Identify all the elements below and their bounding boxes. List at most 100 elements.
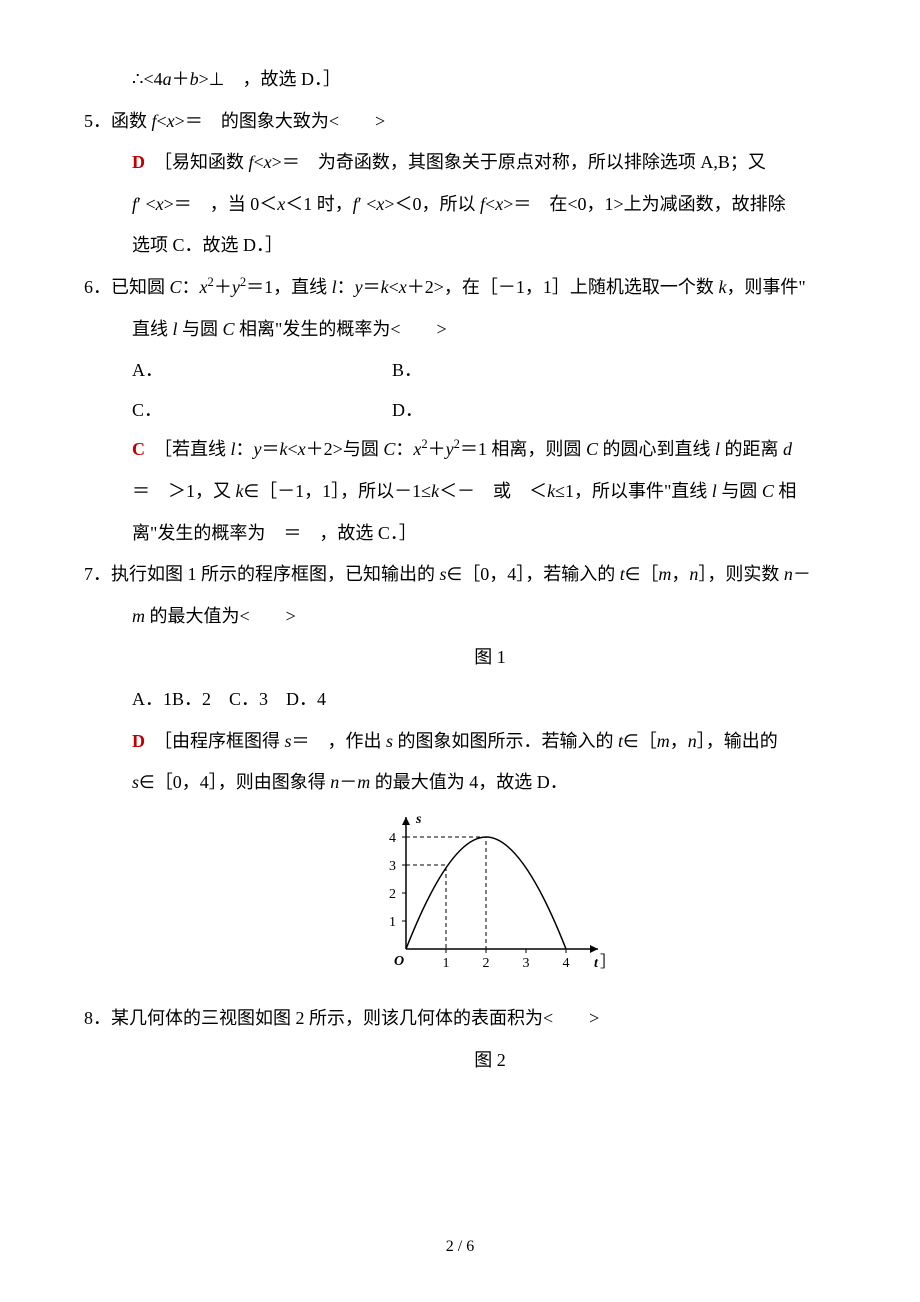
text: 某几何体的三视图如图 2 所示，则该几何体的表面积为< > <box>111 1008 599 1028</box>
text: 直线 <box>132 319 173 339</box>
var-k: k <box>236 481 244 501</box>
option-A: A． <box>132 351 392 391</box>
text: 的图象如图所示．若输入的 <box>393 731 618 751</box>
q5-stem: 5．函数 f<x>＝ 的图象大致为< > <box>60 102 840 142</box>
svg-text:4: 4 <box>389 831 396 846</box>
text: 离"发生的概率为 ＝ ，故选 C．］ <box>132 523 417 543</box>
text: 的圆心到直线 <box>598 439 715 459</box>
text: ∈［ <box>623 731 657 751</box>
text: － <box>339 772 357 792</box>
answer-letter: D <box>132 152 145 172</box>
var-C: C <box>223 319 235 339</box>
text: ∈［－1，1］，所以－1≤ <box>244 481 432 501</box>
text: 执行如图 1 所示的程序框图，已知输出的 <box>111 564 440 584</box>
q-number: 7． <box>84 555 111 595</box>
q5-explanation-l3: 选项 C．故选 D．］ <box>60 226 840 266</box>
text: 选项 C．故选 D．］ <box>132 235 283 255</box>
var-k: k <box>547 481 555 501</box>
var-m: m <box>658 564 671 584</box>
text: ∈［0，4］，则由图象得 <box>139 772 330 792</box>
svg-text:1: 1 <box>389 915 396 930</box>
text: ： <box>236 439 254 459</box>
svg-text:4: 4 <box>563 956 570 971</box>
text: 的最大值为< > <box>145 606 296 626</box>
function-plot: 12341234Ost］ <box>350 809 610 979</box>
q7-choices: A．1B．2 C．3 D．4 <box>60 680 840 720</box>
text: ＝ <box>262 439 280 459</box>
q7-explanation-l2: s∈［0，4］，则由图象得 n－m 的最大值为 4，故选 D． <box>60 763 840 803</box>
svg-text:O: O <box>394 954 404 969</box>
text: 与圆 <box>717 481 762 501</box>
text: 相离"发生的概率为< > <box>235 319 447 339</box>
figure-2-label: 图 2 <box>140 1041 840 1081</box>
svg-text:s: s <box>415 812 422 827</box>
text: A．1B．2 C．3 D．4 <box>132 689 326 709</box>
q6-explanation-l1: C ［若直线 l：y＝k<x＋2>与圆 C：x2＋y2＝1 相离，则圆 C 的圆… <box>60 430 840 470</box>
answer-letter: D <box>132 731 145 751</box>
text: 2 / 6 <box>446 1238 474 1255</box>
text: ， <box>670 731 688 751</box>
text: ＋ <box>214 277 232 297</box>
text: ］，输出的 <box>697 731 778 751</box>
text: < <box>254 152 264 172</box>
var-x: x <box>495 194 503 214</box>
var-n: n <box>330 772 339 792</box>
var-x: x <box>156 194 164 214</box>
text: >⊥ ，故选 D．］ <box>199 69 341 89</box>
figure-1-label: 图 1 <box>140 638 840 678</box>
text: 函数 <box>111 111 152 131</box>
text: ＝ ＞1，又 <box>132 481 236 501</box>
var-y: y <box>232 277 240 297</box>
var-C: C <box>586 439 598 459</box>
text: ＝ <box>363 277 381 297</box>
var-n: n <box>784 564 793 584</box>
text: ＝ ，作出 <box>292 731 387 751</box>
var-a: a <box>163 69 172 89</box>
var-m: m <box>132 606 145 626</box>
var-y: y <box>355 277 363 297</box>
text: ′ < <box>358 194 377 214</box>
option-B: B． <box>392 351 422 391</box>
text: < <box>485 194 495 214</box>
q-number: 8． <box>84 999 111 1039</box>
text: >＝ 在<0，1>上为减函数，故排除 <box>503 194 785 214</box>
var-x: x <box>264 152 272 172</box>
text: ′ < <box>137 194 156 214</box>
var-C: C <box>762 481 774 501</box>
var-s: s <box>132 772 139 792</box>
text: < <box>288 439 298 459</box>
text: ： <box>337 277 355 297</box>
q6-options-row1: A． B． <box>60 351 840 391</box>
svg-text:］: ］ <box>600 954 610 971</box>
text: >＜0，所以 <box>384 194 480 214</box>
var-x: x <box>167 111 175 131</box>
var-s: s <box>386 731 393 751</box>
text: ＜－ 或 ＜ <box>439 481 547 501</box>
var-s: s <box>440 564 447 584</box>
var-x: x <box>399 277 407 297</box>
q7-stem-l2: m 的最大值为< > <box>60 597 840 637</box>
var-C: C <box>170 277 182 297</box>
text: ∈［0，4］，若输入的 <box>447 564 620 584</box>
text: － <box>793 564 811 584</box>
var-m: m <box>657 731 670 751</box>
text: ≤1，所以事件"直线 <box>555 481 712 501</box>
q6-stem-l1: 6．已知圆 C：x2＋y2＝1，直线 l：y＝k<x＋2>，在［－1，1］上随机… <box>60 268 840 308</box>
text: ＋2>与圆 <box>306 439 384 459</box>
svg-text:1: 1 <box>443 956 450 971</box>
var-k: k <box>381 277 389 297</box>
q-number: 5． <box>84 102 111 142</box>
text: ： <box>395 439 413 459</box>
text: ＋ <box>172 69 190 89</box>
q4-tail: ∴<4a＋b>⊥ ，故选 D．］ <box>60 60 840 100</box>
text: 的距离 <box>720 439 783 459</box>
q7-stem-l1: 7．执行如图 1 所示的程序框图，已知输出的 s∈［0，4］，若输入的 t∈［m… <box>60 555 840 595</box>
text: >＝ ，当 0＜ <box>164 194 278 214</box>
svg-text:3: 3 <box>389 859 396 874</box>
var-C: C <box>383 439 395 459</box>
var-k: k <box>431 481 439 501</box>
var-x: x <box>298 439 306 459</box>
text: < <box>157 111 167 131</box>
svg-text:2: 2 <box>483 956 490 971</box>
text: < <box>389 277 399 297</box>
